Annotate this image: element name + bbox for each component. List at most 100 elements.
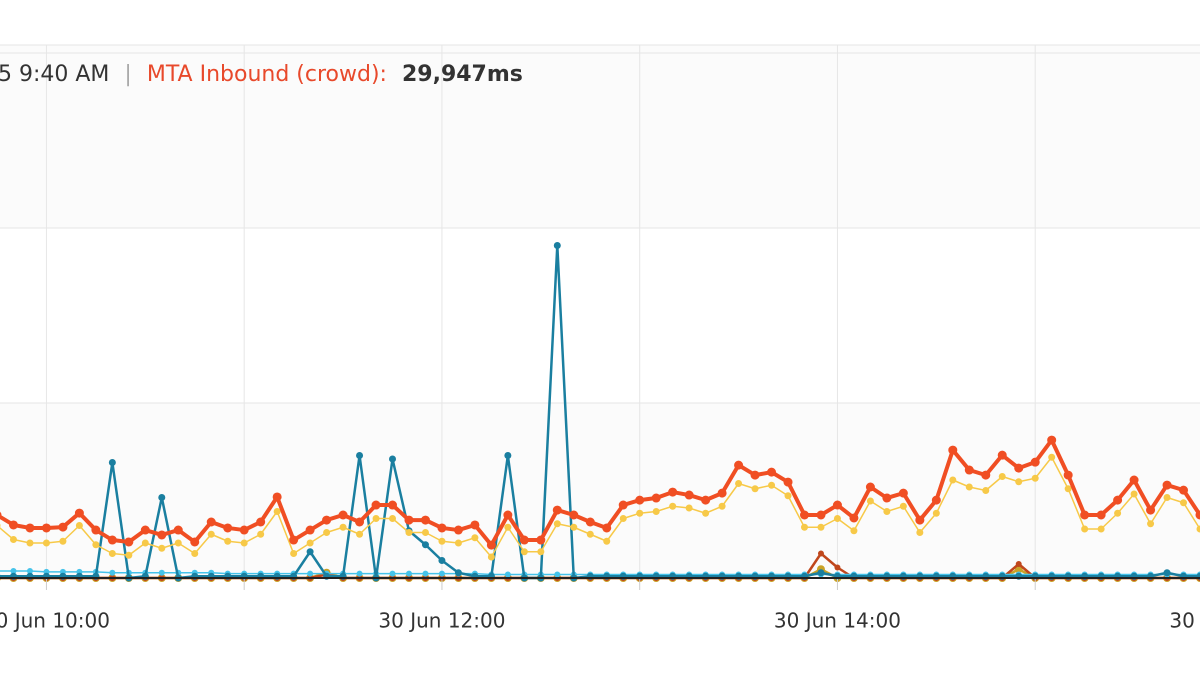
data-point	[125, 551, 133, 559]
data-point	[651, 493, 661, 503]
data-point	[158, 494, 166, 501]
data-point	[1113, 495, 1123, 505]
data-point	[338, 510, 348, 520]
plot-band	[0, 228, 1200, 403]
data-point	[470, 520, 480, 530]
data-point	[702, 509, 710, 517]
data-point	[635, 495, 645, 505]
data-point	[289, 535, 299, 545]
data-point	[685, 504, 693, 512]
data-point	[833, 515, 841, 522]
data-point	[1114, 509, 1122, 517]
tooltip-time: 5 9:40 AM	[0, 62, 109, 87]
data-point	[982, 487, 990, 494]
data-point	[421, 529, 429, 536]
data-point	[735, 480, 743, 487]
data-point	[931, 495, 941, 505]
data-point	[684, 490, 694, 500]
data-point	[569, 510, 579, 520]
data-point	[257, 530, 265, 538]
data-point	[1080, 510, 1090, 520]
data-point	[356, 570, 363, 577]
data-point	[92, 541, 100, 549]
data-point	[799, 510, 809, 520]
data-point	[124, 537, 134, 547]
data-point	[438, 570, 445, 577]
data-point	[717, 488, 727, 498]
data-point	[453, 525, 463, 535]
data-point	[751, 485, 759, 493]
x-tick-label: 30 Jun 14:00	[774, 609, 901, 633]
data-point	[471, 534, 479, 542]
data-point	[817, 550, 824, 557]
data-point	[1130, 490, 1138, 498]
data-point	[388, 500, 398, 510]
data-point	[553, 242, 561, 249]
data-point	[817, 523, 825, 531]
data-point	[0, 511, 2, 519]
data-point	[422, 570, 429, 577]
data-point	[520, 548, 528, 556]
data-point	[372, 515, 380, 522]
data-point	[26, 539, 34, 547]
grid	[0, 44, 1200, 579]
data-point	[701, 495, 711, 505]
data-point	[272, 492, 282, 502]
data-point	[882, 493, 892, 503]
data-point	[355, 517, 365, 527]
data-point	[618, 500, 628, 510]
data-point	[74, 508, 84, 518]
x-tick-label: 30 Jun 12:00	[378, 609, 505, 633]
data-point	[158, 569, 165, 576]
data-point	[41, 523, 51, 533]
data-point	[25, 523, 35, 533]
data-point	[141, 539, 149, 547]
data-point	[58, 522, 68, 532]
data-point	[570, 523, 578, 531]
data-point	[619, 515, 627, 522]
data-point	[42, 539, 50, 547]
data-point	[997, 450, 1007, 460]
data-point	[108, 459, 116, 466]
data-point	[1097, 525, 1105, 533]
data-point	[1163, 494, 1171, 501]
data-point	[948, 445, 958, 455]
data-point	[454, 539, 462, 547]
data-point	[503, 510, 513, 520]
data-point	[1063, 470, 1073, 480]
data-point	[438, 537, 446, 545]
tooltip-separator: |	[124, 62, 131, 87]
data-point	[602, 523, 612, 533]
data-point	[1081, 525, 1089, 533]
data-point	[420, 515, 430, 525]
data-point	[8, 520, 18, 530]
data-point	[173, 525, 183, 535]
data-point	[866, 497, 874, 505]
data-point	[668, 487, 678, 497]
data-point	[1014, 463, 1024, 473]
data-point	[1030, 457, 1040, 467]
data-point	[75, 522, 83, 529]
data-point	[586, 530, 594, 538]
data-point	[899, 502, 907, 510]
x-tick-label: 30 Jun 10:00	[0, 609, 110, 633]
data-point	[1179, 485, 1189, 495]
data-point	[603, 537, 611, 545]
data-point	[1162, 480, 1172, 490]
data-point	[998, 473, 1006, 480]
data-point	[405, 570, 412, 577]
data-point	[487, 553, 495, 561]
data-point	[454, 569, 462, 577]
data-point	[207, 530, 215, 538]
x-tick-label: 30 Jun 16:00	[1169, 609, 1200, 633]
data-point	[59, 537, 67, 545]
tooltip-header: 5 9:40 AM | MTA Inbound (crowd): 29,947m…	[0, 62, 523, 87]
data-point	[389, 570, 396, 577]
data-point	[108, 550, 116, 557]
data-point	[438, 557, 446, 564]
data-point	[306, 548, 314, 556]
data-point	[9, 536, 17, 543]
data-point	[158, 544, 166, 552]
data-point	[981, 470, 991, 480]
data-point	[1031, 474, 1039, 482]
